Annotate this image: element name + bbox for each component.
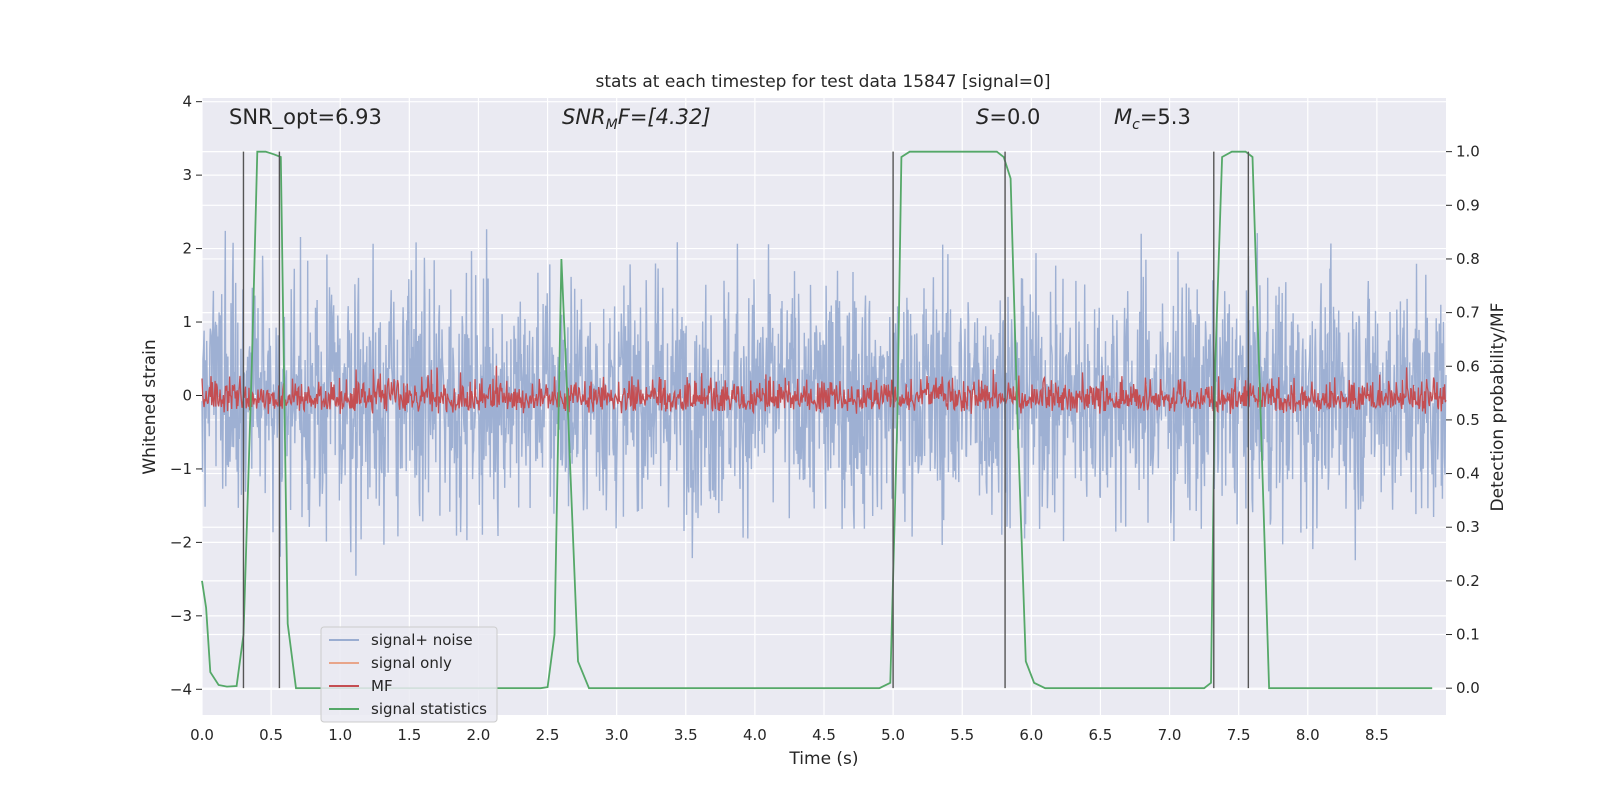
x-tick-label: 8.5 [1365,726,1389,744]
x-tick-label: 5.5 [950,726,974,744]
y-axis-right: 1.0 0.9 0.8 0.7 0.6 0.5 0.4 0.3 0.2 0.1 0.0 [1446,143,1480,697]
y-tick-label: −1 [170,460,192,478]
y-tick-label: 0 [182,386,192,404]
y-tick-label: −2 [170,533,192,551]
x-tick-label: 4.0 [743,726,767,744]
legend-label-signal-noise: signal+ noise [371,631,473,649]
mc-value: =5.3 [1140,105,1191,129]
y2-tick-label: 0.0 [1456,679,1480,697]
x-tick-label: 6.0 [1019,726,1043,744]
y2-tick-label: 0.8 [1456,250,1480,268]
chart-title: stats at each timestep for test data 158… [596,72,1051,92]
snr-mf-sub: M [606,117,618,133]
signal-noise-line [201,229,1447,576]
y2-tick-label: 0.4 [1456,465,1480,483]
annotation-mc: Mc=5.3 [1114,105,1191,133]
y-axis-title: Whitened strain [140,339,160,474]
x-tick-label: 0.5 [259,726,283,744]
legend: signal+ noise signal only MF signal stat… [320,626,498,723]
legend-label-signal-only: signal only [371,654,452,672]
x-tick-label: 0.0 [190,726,214,744]
y2-tick-label: 0.1 [1456,626,1480,644]
x-tick-label: 6.5 [1089,726,1113,744]
y2-tick-label: 0.3 [1456,518,1480,536]
annotation-s: S=0.0 [976,105,1040,129]
x-tick-label: 1.0 [328,726,352,744]
x-tick-label: 5.0 [881,726,905,744]
mc-label: M [1114,105,1132,129]
x-tick-label: 2.5 [536,726,560,744]
y2-tick-label: 0.7 [1456,304,1480,322]
y-tick-label: 3 [182,166,192,184]
y2-tick-label: 0.2 [1456,572,1480,590]
legend-box [320,626,498,723]
x-tick-label: 1.5 [397,726,421,744]
y2-tick-label: 1.0 [1456,143,1480,161]
vertical-markers [242,151,1250,689]
x-tick-label: 3.0 [605,726,629,744]
y-tick-label: −4 [170,680,192,698]
x-tick-label: 3.5 [674,726,698,744]
y-tick-label: 4 [182,93,192,111]
series-signal-noise [201,229,1447,576]
x-tick-label: 7.0 [1158,726,1182,744]
x-tick-label: 8.0 [1296,726,1320,744]
y-tick-label: 2 [182,240,192,258]
x-tick-label: 7.5 [1227,726,1251,744]
y2-axis-title: Detection probability/MF [1488,303,1508,512]
annotation-snr-opt: SNR_opt=6.93 [229,105,382,130]
y-axis-left: 4 3 2 1 0 −1 −2 −3 −4 [170,93,202,698]
mf-line [201,365,1447,415]
y2-tick-label: 0.5 [1456,411,1480,429]
snr-mf-label: SNR [562,105,606,129]
legend-label-signal-statistics: signal statistics [371,700,487,718]
x-axis-title: Time (s) [788,749,858,769]
snr-mf-tail: F=[4.32] [618,105,711,129]
y-tick-label: 1 [182,313,192,331]
y2-tick-label: 0.9 [1456,196,1480,214]
s-label: S [976,105,989,129]
x-tick-label: 4.5 [812,726,836,744]
x-axis: 0.0 0.5 1.0 1.5 2.0 2.5 3.0 3.5 4.0 4.5 5.0 5.5 6.0 6… [190,726,1389,744]
legend-label-mf: MF [371,677,393,695]
x-tick-label: 2.0 [467,726,491,744]
s-value: =0.0 [989,105,1040,129]
y2-tick-label: 0.6 [1456,357,1480,375]
mc-sub: c [1132,117,1140,133]
series-mf [201,365,1447,415]
y-tick-label: −3 [170,607,192,625]
annotation-snr-mf: SNRMF=[4.32] [562,105,711,133]
